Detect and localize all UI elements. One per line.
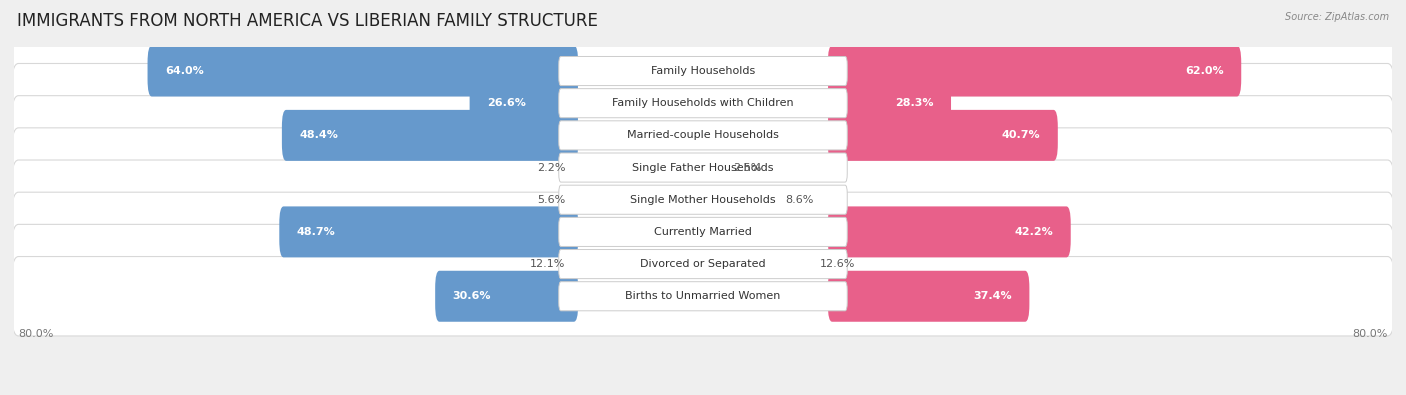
Text: 62.0%: 62.0% [1185,66,1225,76]
FancyBboxPatch shape [828,45,1241,96]
FancyBboxPatch shape [470,78,578,129]
FancyBboxPatch shape [558,250,848,278]
Text: Married-couple Households: Married-couple Households [627,130,779,140]
Text: 5.6%: 5.6% [537,195,565,205]
FancyBboxPatch shape [11,224,1395,304]
FancyBboxPatch shape [11,64,1395,143]
Text: IMMIGRANTS FROM NORTH AMERICA VS LIBERIAN FAMILY STRUCTURE: IMMIGRANTS FROM NORTH AMERICA VS LIBERIA… [17,12,598,30]
Text: 80.0%: 80.0% [1353,329,1388,339]
Text: Divorced or Separated: Divorced or Separated [640,259,766,269]
FancyBboxPatch shape [281,110,578,161]
Text: Single Father Households: Single Father Households [633,163,773,173]
Text: 48.4%: 48.4% [299,130,337,140]
Text: 28.3%: 28.3% [896,98,934,108]
Text: 12.6%: 12.6% [820,259,855,269]
FancyBboxPatch shape [558,153,848,182]
FancyBboxPatch shape [11,160,1395,239]
Text: 8.6%: 8.6% [786,195,814,205]
FancyBboxPatch shape [148,45,578,96]
FancyBboxPatch shape [828,207,1071,258]
FancyBboxPatch shape [828,110,1057,161]
Text: 30.6%: 30.6% [453,291,491,301]
Text: 12.1%: 12.1% [530,259,565,269]
FancyBboxPatch shape [558,217,848,246]
FancyBboxPatch shape [828,78,950,129]
Text: Births to Unmarried Women: Births to Unmarried Women [626,291,780,301]
Text: 2.2%: 2.2% [537,163,565,173]
Text: Single Mother Households: Single Mother Households [630,195,776,205]
Text: 37.4%: 37.4% [973,291,1012,301]
Text: Source: ZipAtlas.com: Source: ZipAtlas.com [1285,12,1389,22]
FancyBboxPatch shape [828,271,1029,322]
Text: 26.6%: 26.6% [486,98,526,108]
Text: 80.0%: 80.0% [18,329,53,339]
FancyBboxPatch shape [11,96,1395,175]
Text: Family Households: Family Households [651,66,755,76]
FancyBboxPatch shape [436,271,578,322]
FancyBboxPatch shape [558,88,848,118]
FancyBboxPatch shape [558,121,848,150]
FancyBboxPatch shape [11,256,1395,336]
FancyBboxPatch shape [558,282,848,311]
FancyBboxPatch shape [11,31,1395,111]
FancyBboxPatch shape [558,185,848,214]
FancyBboxPatch shape [11,128,1395,207]
Text: 42.2%: 42.2% [1015,227,1053,237]
Text: 40.7%: 40.7% [1002,130,1040,140]
Text: 2.5%: 2.5% [733,163,762,173]
FancyBboxPatch shape [280,207,578,258]
Text: Family Households with Children: Family Households with Children [612,98,794,108]
Text: 48.7%: 48.7% [297,227,335,237]
Text: Currently Married: Currently Married [654,227,752,237]
FancyBboxPatch shape [11,192,1395,272]
FancyBboxPatch shape [558,56,848,86]
Text: 64.0%: 64.0% [165,66,204,76]
